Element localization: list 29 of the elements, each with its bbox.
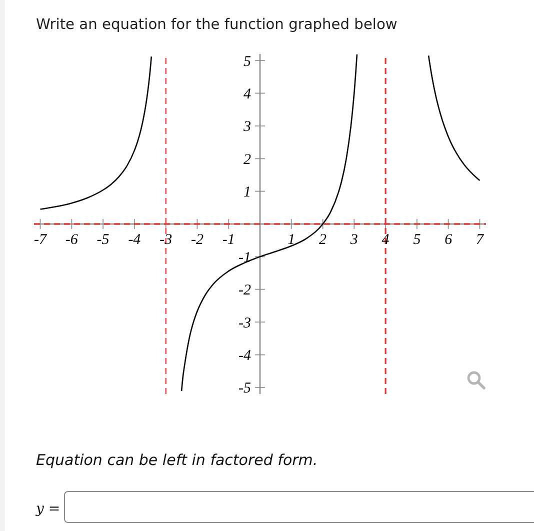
y-tick-label: -3 (238, 315, 251, 332)
x-tick-label: 6 (444, 232, 453, 248)
y-tick-label: 2 (244, 152, 252, 168)
x-tick-label: 5 (413, 232, 422, 248)
x-tick-label: -3 (160, 232, 172, 248)
line-series (180, 54, 358, 392)
x-tick-label: 7 (476, 232, 485, 248)
y-tick-label: 5 (244, 54, 252, 70)
x-tick-label: -1 (222, 232, 235, 248)
text: y = (36, 501, 60, 517)
x-tick-label: 3 (349, 232, 358, 248)
x-tick-label: -2 (190, 232, 204, 248)
x-tick-label: -6 (65, 232, 78, 248)
x-tick-label: -4 (128, 232, 142, 248)
y-tick-label: 4 (244, 86, 252, 102)
y-tick-label: 1 (244, 184, 251, 201)
x-tick-label: -7 (34, 232, 48, 248)
y-tick-label: -5 (238, 380, 252, 397)
text: Equation can be left in factored form. (36, 451, 318, 469)
x-tick-label: 1 (288, 232, 296, 248)
y-tick-label: -2 (238, 282, 252, 299)
chart-title: Write an equation for the function graphed below (36, 16, 398, 33)
x-tick-label: 4 (382, 232, 390, 248)
line-series (40, 56, 152, 210)
x-tick-label: -5 (96, 232, 110, 248)
x-tick-label: 2 (319, 232, 328, 248)
line-series (428, 54, 480, 182)
y-tick-label: 3 (242, 119, 251, 136)
y-tick-label: -4 (238, 348, 252, 364)
